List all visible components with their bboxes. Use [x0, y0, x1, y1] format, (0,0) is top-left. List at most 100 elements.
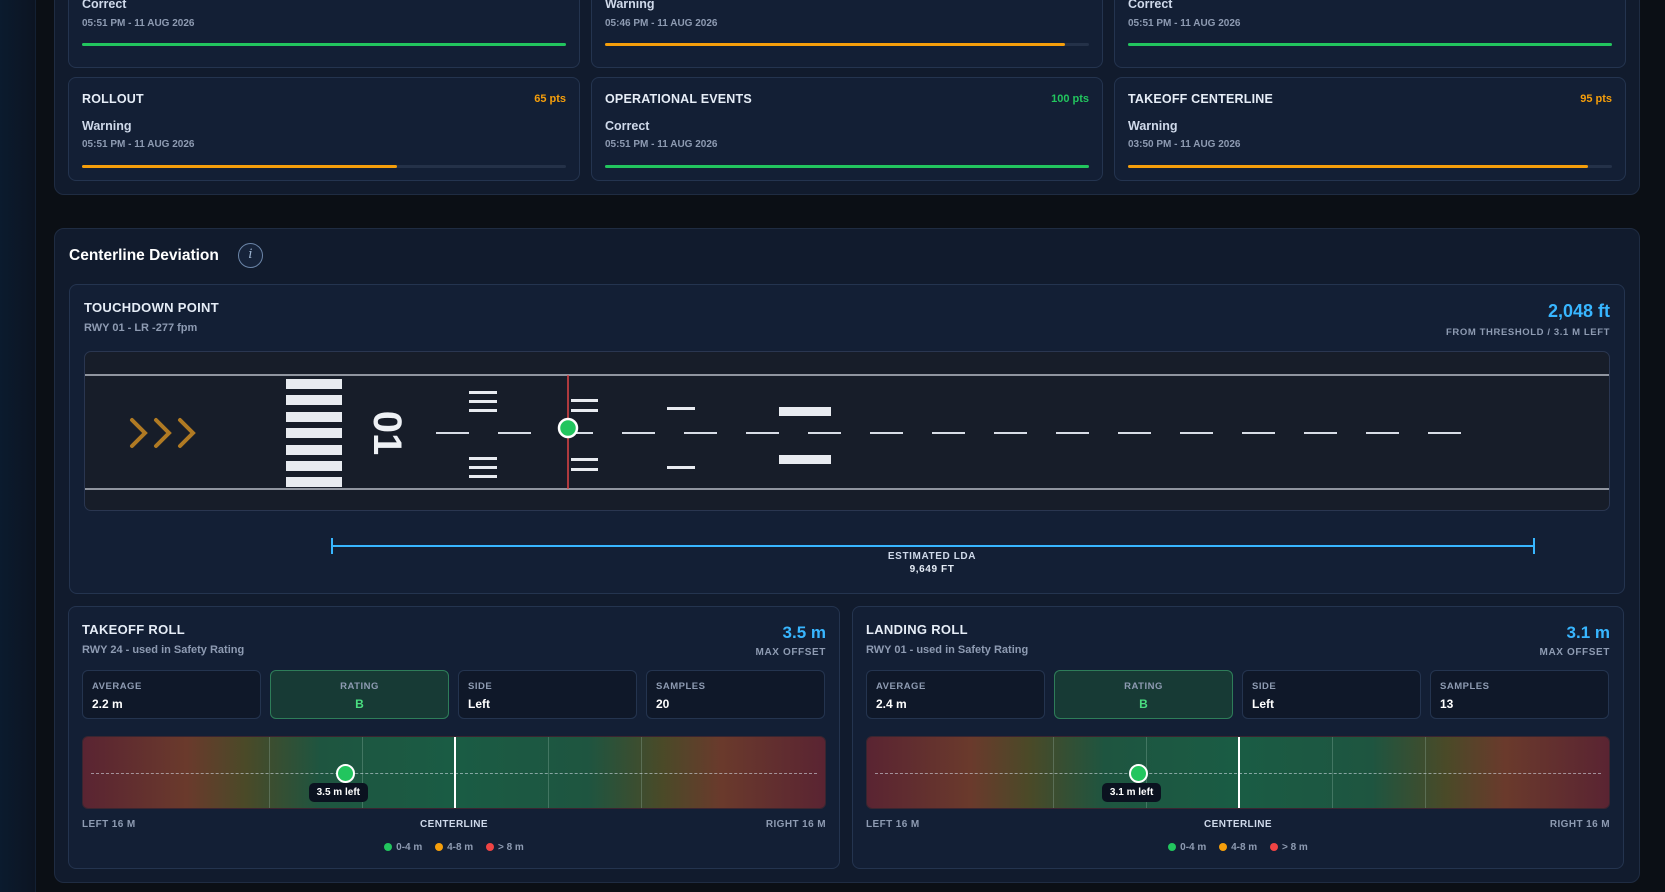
score-title: ROLLOUT [82, 92, 144, 106]
stat-label: SAMPLES [1440, 681, 1490, 692]
stat-value: B [355, 697, 364, 711]
left-sidebar [0, 0, 36, 892]
stat-average: AVERAGE 2.2 m [82, 670, 261, 719]
legend-dot [485, 843, 494, 851]
deviation-marker [335, 764, 355, 783]
stat-label: RATING [340, 681, 379, 692]
gauge-grid-line [548, 737, 549, 808]
score-points: 95 pts [1580, 93, 1612, 105]
score-progress-fill [1128, 43, 1612, 46]
score-card-rollout[interactable]: ROLLOUT 65 pts Warning 05:51 PM - 11 AUG… [68, 77, 580, 181]
score-time: 05:51 PM - 11 AUG 2026 [605, 139, 718, 150]
legend-item: 0-4 m [384, 842, 422, 853]
score-status: Correct [82, 0, 127, 11]
score-progress-track [605, 165, 1089, 168]
legend-dot [384, 843, 393, 851]
approach-chevrons-icon [130, 418, 196, 448]
stat-label: SIDE [1252, 681, 1277, 692]
score-card: Correct 05:51 PM - 11 AUG 2026 [68, 0, 580, 68]
legend-label: 0-4 m [396, 842, 423, 853]
score-progress-track [605, 43, 1089, 46]
max-offset-value: 3.1 m [1566, 623, 1610, 642]
touchdown-subtitle: RWY 01 - LR -277 fpm [84, 322, 198, 334]
score-status: Warning [605, 0, 655, 11]
score-cards-panel: Correct 05:51 PM - 11 AUG 2026 Warning 0… [54, 0, 1640, 195]
stat-label: RATING [1124, 681, 1163, 692]
score-progress-track [1128, 43, 1612, 46]
deviation-tag: 3.1 m left [1101, 783, 1162, 802]
gauge-center-label: CENTERLINE [420, 819, 488, 830]
lda-value: 9,649 FT [909, 564, 955, 575]
stat-label: SIDE [468, 681, 493, 692]
score-progress-track [82, 165, 566, 168]
stat-label: SAMPLES [656, 681, 706, 692]
stat-samples: SAMPLES 20 [646, 670, 825, 719]
legend-item: 4-8 m [435, 842, 473, 853]
score-time: 05:51 PM - 11 AUG 2026 [82, 139, 195, 150]
max-offset-label: MAX OFFSET [1539, 647, 1610, 658]
threshold-markings [286, 379, 342, 487]
score-progress-track [1128, 165, 1612, 168]
legend-item: > 8 m [1269, 842, 1308, 853]
lda-cap-right [1533, 538, 1535, 554]
score-time: 05:51 PM - 11 AUG 2026 [82, 18, 195, 29]
gauge-centerline [454, 737, 456, 808]
touchdown-marker [557, 417, 579, 439]
max-offset-label: MAX OFFSET [755, 647, 826, 658]
section-title: Centerline Deviation [69, 247, 219, 264]
touchdown-zone-markings [469, 391, 831, 478]
legend-label: > 8 m [1281, 842, 1308, 853]
stat-label: AVERAGE [92, 681, 142, 692]
stat-label: AVERAGE [876, 681, 926, 692]
stat-average: AVERAGE 2.4 m [866, 670, 1045, 719]
stat-value: 2.4 m [876, 697, 907, 711]
score-card-operational-events[interactable]: OPERATIONAL EVENTS 100 pts Correct 05:51… [591, 77, 1103, 181]
score-points: 100 pts [1051, 93, 1089, 105]
gauge-grid-line [362, 737, 363, 808]
legend-item: 4-8 m [1219, 842, 1257, 853]
roll-title: LANDING ROLL [866, 622, 968, 637]
score-status: Correct [605, 119, 650, 133]
lda-line [332, 545, 1534, 547]
stat-value: Left [468, 697, 490, 711]
score-progress-track [82, 43, 566, 46]
max-offset-value: 3.5 m [782, 623, 826, 642]
gauge-centerline [1238, 737, 1240, 808]
stat-rating: RATING B [270, 670, 449, 719]
score-title: TAKEOFF CENTERLINE [1128, 92, 1274, 106]
centerline-deviation-panel: Centerline Deviation i TOUCHDOWN POINT R… [54, 228, 1640, 883]
landing-roll-card: LANDING ROLL RWY 01 - used in Safety Rat… [852, 606, 1624, 869]
legend-label: 4-8 m [447, 842, 474, 853]
score-status: Correct [1128, 0, 1173, 11]
runway-diagram: 01 [84, 351, 1610, 511]
deviation-gauge: 3.5 m left [82, 736, 826, 809]
legend-dot [435, 843, 444, 851]
touchdown-distance-label: FROM THRESHOLD / 3.1 M LEFT [1446, 327, 1610, 338]
deviation-tag: 3.5 m left [308, 783, 368, 802]
score-time: 03:50 PM - 11 AUG 2026 [1128, 139, 1241, 150]
stat-value: 13 [1440, 697, 1454, 711]
roll-subtitle: RWY 24 - used in Safety Rating [82, 644, 245, 656]
gauge-grid-line [1053, 737, 1054, 808]
touchdown-distance: 2,048 ft [1547, 301, 1610, 321]
info-icon[interactable]: i [238, 243, 263, 268]
legend-dot [1269, 843, 1278, 851]
gauge-legend: 0-4 m 4-8 m > 8 m [69, 842, 839, 853]
score-card-takeoff-centerline[interactable]: TAKEOFF CENTERLINE 95 pts Warning 03:50 … [1114, 77, 1626, 181]
roll-title: TAKEOFF ROLL [82, 622, 186, 637]
lda-cap-left [331, 538, 333, 554]
gauge-right-label: RIGHT 16 M [1549, 819, 1610, 830]
gauge-grid-line [269, 737, 270, 808]
gauge-center-label: CENTERLINE [1204, 819, 1272, 830]
score-card: Warning 05:46 PM - 11 AUG 2026 [591, 0, 1103, 68]
gauge-grid-line [641, 737, 642, 808]
takeoff-roll-card: TAKEOFF ROLL RWY 24 - used in Safety Rat… [68, 606, 840, 869]
gauge-grid-line [1332, 737, 1333, 808]
score-progress-fill [1128, 165, 1588, 168]
stat-rating: RATING B [1054, 670, 1233, 719]
runway-number: 01 [365, 411, 409, 456]
legend-item: 0-4 m [1168, 842, 1206, 853]
stat-value: B [1139, 697, 1148, 711]
stat-value: 20 [656, 697, 670, 711]
lda-label: ESTIMATED LDA [887, 551, 977, 562]
